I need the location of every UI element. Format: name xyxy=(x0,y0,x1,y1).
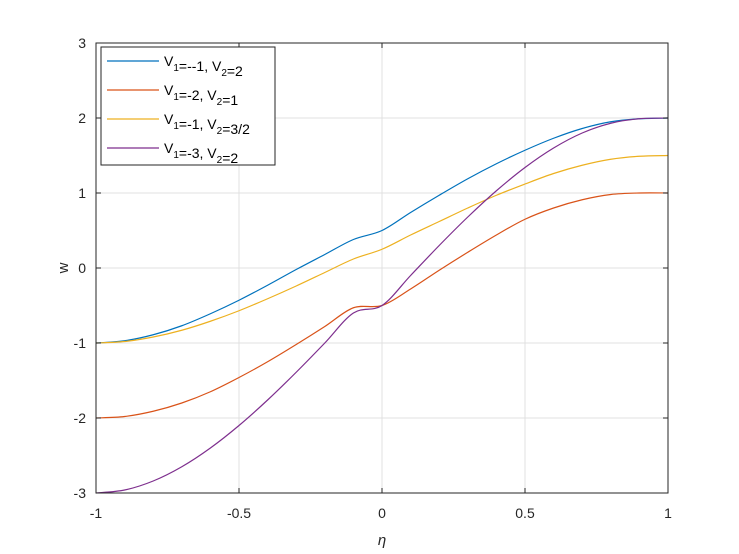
y-tick-label: -3 xyxy=(74,485,87,501)
legend-label-text: =-1, V xyxy=(179,116,217,132)
legend-box xyxy=(100,46,276,166)
legend-label-text: V xyxy=(164,82,174,98)
x-tick-label: -1 xyxy=(90,505,103,521)
x-tick-label: -0.5 xyxy=(227,505,251,521)
legend-label: V1=-2, V2=1 xyxy=(164,82,238,108)
y-tick-label: 2 xyxy=(78,110,86,126)
legend-label-text: =-3, V xyxy=(179,145,217,161)
legend-label-text: V xyxy=(164,111,174,127)
series-line-1 xyxy=(95,117,669,344)
legend-label-subscript: 2 xyxy=(217,126,223,137)
legend-label-text: =2 xyxy=(227,63,243,79)
legend: V1=--1, V2=2V1=-2, V2=1V1=-1, V2=3/2V1=-… xyxy=(100,46,276,166)
legend-label-text: V xyxy=(164,140,174,156)
axes-box xyxy=(95,42,669,494)
x-tick-label: 0 xyxy=(378,505,386,521)
legend-label-text: V xyxy=(164,53,174,69)
legend-label-subscript: 1 xyxy=(173,150,179,161)
legend-label: V1=-1, V2=3/2 xyxy=(164,111,250,137)
series-line-4 xyxy=(95,117,669,494)
tick-labels: -1 -0.5 0 0.5 1 3 2 1 0 -1 -2 -3 xyxy=(74,35,673,521)
axes-frame xyxy=(95,42,669,494)
legend-label-text: =--1, V xyxy=(179,58,222,74)
series-lines xyxy=(95,117,669,494)
legend-label-text: =1 xyxy=(222,92,238,108)
legend-label-subscript: 1 xyxy=(173,92,179,103)
legend-label-subscript: 2 xyxy=(221,68,227,79)
legend-label-text: =3/2 xyxy=(222,121,250,137)
y-tick-label: -2 xyxy=(74,410,87,426)
y-axis-label: w xyxy=(55,262,72,274)
legend-label: V1=--1, V2=2 xyxy=(164,53,243,79)
legend-label-subscript: 2 xyxy=(217,97,223,108)
legend-label-text: =-2, V xyxy=(179,87,217,103)
series-line-3 xyxy=(95,154,669,344)
x-tick-label: 1 xyxy=(664,505,672,521)
y-tick-label: 1 xyxy=(78,185,86,201)
y-tick-label: 3 xyxy=(78,35,86,51)
legend-label-text: =2 xyxy=(222,150,238,166)
legend-label: V1=-3, V2=2 xyxy=(164,140,238,166)
legend-label-subscript: 1 xyxy=(173,121,179,132)
legend-label-subscript: 2 xyxy=(217,155,223,166)
y-tick-label: 0 xyxy=(78,260,86,276)
x-axis-label: η xyxy=(378,532,386,549)
y-tick-label: -1 xyxy=(74,335,87,351)
x-tick-label: 0.5 xyxy=(515,505,535,521)
legend-label-subscript: 1 xyxy=(173,63,179,74)
